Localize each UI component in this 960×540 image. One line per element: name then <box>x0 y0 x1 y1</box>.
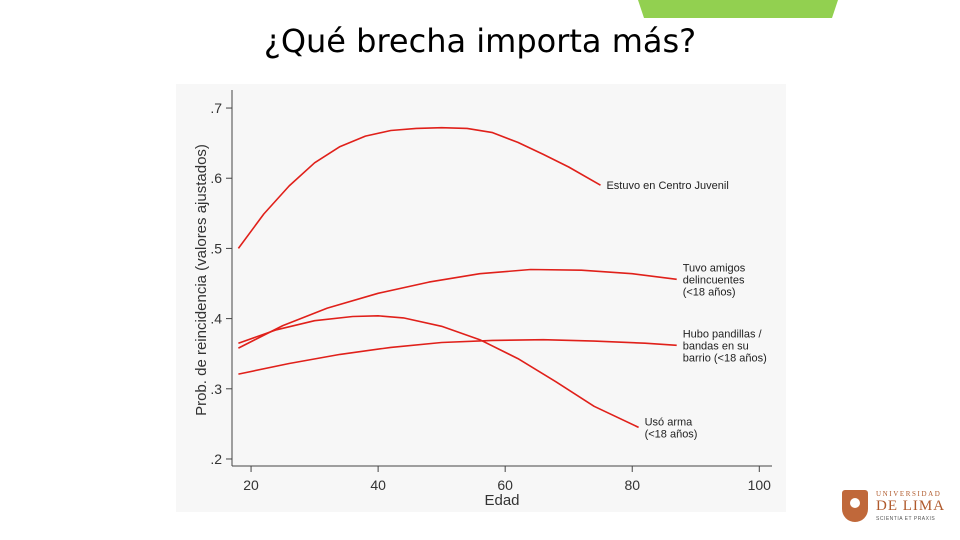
chart-lines <box>237 126 677 429</box>
y-tick-label: .7 <box>210 100 222 116</box>
logo-shield-icon <box>842 490 868 522</box>
series-line <box>238 315 639 429</box>
series-label: barrio (<18 años) <box>683 352 767 364</box>
logo-line-1: UNIVERSIDAD <box>876 490 942 498</box>
y-axis-title: Prob. de reincidencia (valores ajustados… <box>193 144 210 416</box>
y-tick-label: .5 <box>210 240 222 256</box>
university-logo: UNIVERSIDAD DE LIMA SCIENTIA ET PRAXIS <box>842 488 952 528</box>
series-line <box>237 126 601 249</box>
y-tick-label: .3 <box>210 381 222 397</box>
slide-title: ¿Qué brecha importa más? <box>263 22 697 60</box>
x-tick-label: 80 <box>624 477 640 493</box>
x-axis-title: Edad <box>484 492 519 509</box>
y-tick-label: .2 <box>210 451 222 467</box>
chart-series-labels: Estuvo en Centro Juvenil Tuvo amigosdelin… <box>606 180 766 440</box>
x-tick-label: 100 <box>748 477 772 493</box>
x-tick-label: 40 <box>370 477 386 493</box>
series-label: Tuvo amigos <box>683 262 746 274</box>
header-accent-tab <box>638 0 838 18</box>
series-label: Hubo pandillas / <box>683 328 763 340</box>
series-label: bandas en su <box>683 340 749 352</box>
logo-line-3: SCIENTIA ET PRAXIS <box>876 516 936 522</box>
series-label: Estuvo en Centro Juvenil <box>606 180 728 192</box>
x-tick-label: 20 <box>243 477 259 493</box>
chart-background <box>176 84 786 512</box>
series-label: delincuentes <box>683 274 745 286</box>
series-line <box>238 338 677 375</box>
logo-line-2: DE LIMA <box>876 498 946 514</box>
chart-axes: .2 .3 .4 .5 .6 .7 20 40 60 80 100 Edad Prob. de rein… <box>193 90 772 509</box>
series-label: (<18 años) <box>683 286 736 298</box>
y-tick-label: .6 <box>210 170 222 186</box>
series-line <box>238 268 677 349</box>
series-label: Usó arma <box>645 416 694 428</box>
x-tick-label: 60 <box>497 477 513 493</box>
y-tick-label: .4 <box>210 311 222 327</box>
series-label: (<18 años) <box>645 428 698 440</box>
